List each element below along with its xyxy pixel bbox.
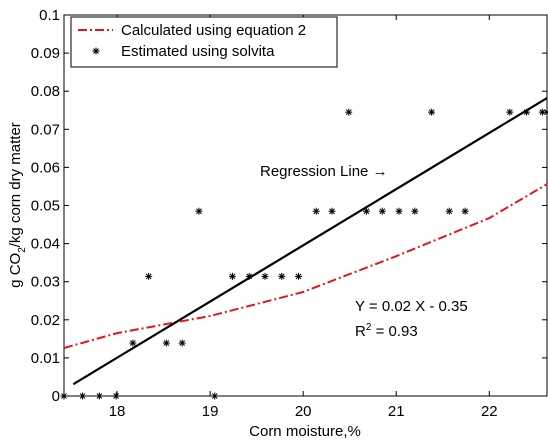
data-point bbox=[195, 207, 203, 215]
y-tick-label: 0.1 bbox=[39, 7, 60, 24]
data-point bbox=[461, 207, 469, 215]
r-squared-annotation: R2 = 0.93 bbox=[355, 322, 418, 340]
data-point bbox=[278, 272, 286, 280]
y-tick-label: 0.09 bbox=[31, 45, 60, 62]
y-tick-label: 0.06 bbox=[31, 159, 60, 176]
calculated-line bbox=[63, 183, 548, 349]
y-tick-label: 0.07 bbox=[31, 121, 60, 138]
legend-marker bbox=[92, 47, 100, 55]
y-tick-label: 0.02 bbox=[31, 312, 60, 329]
regression-line bbox=[72, 97, 548, 386]
x-tick-label: 21 bbox=[388, 403, 405, 420]
y-label-main: g CO bbox=[7, 253, 24, 288]
data-point bbox=[538, 108, 546, 116]
data-point bbox=[312, 207, 320, 215]
x-tick-label: 22 bbox=[481, 403, 498, 420]
x-tick-label: 19 bbox=[202, 403, 219, 420]
data-point bbox=[162, 339, 170, 347]
r-main: R bbox=[355, 323, 366, 340]
y-axis-label: g CO2/kg corn dry matter bbox=[7, 122, 28, 288]
y-tick-label: 0.08 bbox=[31, 83, 60, 100]
data-point bbox=[378, 207, 386, 215]
data-point bbox=[506, 108, 514, 116]
data-point bbox=[543, 108, 548, 116]
data-point bbox=[112, 392, 120, 400]
data-point bbox=[95, 392, 103, 400]
y-tick-label: 0.03 bbox=[31, 274, 60, 291]
r-sup: 2 bbox=[366, 322, 372, 333]
x-axis-label: Corn moisture,% bbox=[249, 423, 361, 440]
data-point bbox=[145, 272, 153, 280]
r-rest: = 0.93 bbox=[371, 323, 417, 340]
equation-annotation: Y = 0.02 X - 0.35 bbox=[355, 298, 468, 315]
data-point bbox=[129, 339, 137, 347]
y-tick-label: 0.01 bbox=[31, 350, 60, 367]
data-point bbox=[261, 272, 269, 280]
data-point bbox=[211, 392, 219, 400]
data-point bbox=[79, 392, 87, 400]
y-tick-label: 0.04 bbox=[31, 236, 60, 253]
y-tick-label: 0 bbox=[52, 388, 60, 405]
x-tick-label: 20 bbox=[295, 403, 312, 420]
legend-label: Calculated using equation 2 bbox=[121, 22, 306, 39]
data-point bbox=[295, 272, 303, 280]
data-point bbox=[328, 207, 336, 215]
y-label-rest: /kg corn dry matter bbox=[7, 122, 24, 247]
data-point bbox=[362, 207, 370, 215]
y-tick-label: 0.05 bbox=[31, 198, 60, 215]
data-point bbox=[445, 207, 453, 215]
data-point bbox=[411, 207, 419, 215]
legend-label: Estimated using solvita bbox=[121, 43, 275, 60]
data-point bbox=[345, 108, 353, 116]
data-point bbox=[395, 207, 403, 215]
data-point bbox=[60, 392, 68, 400]
data-point bbox=[428, 108, 436, 116]
data-point bbox=[228, 272, 236, 280]
y-label-sub: 2 bbox=[17, 247, 28, 253]
x-tick-label: 18 bbox=[109, 403, 126, 420]
regression-annotation: Regression Line → bbox=[260, 163, 388, 180]
legend-box bbox=[70, 16, 338, 68]
data-point bbox=[178, 339, 186, 347]
